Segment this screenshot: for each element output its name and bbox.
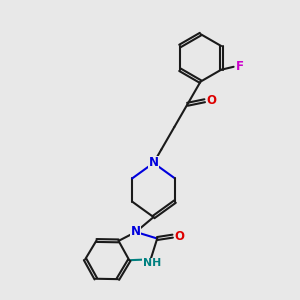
Text: F: F	[236, 60, 244, 73]
Text: O: O	[207, 94, 217, 107]
Text: N: N	[148, 157, 159, 169]
Text: NH: NH	[143, 259, 161, 269]
Text: O: O	[175, 230, 185, 243]
Text: N: N	[131, 226, 141, 238]
